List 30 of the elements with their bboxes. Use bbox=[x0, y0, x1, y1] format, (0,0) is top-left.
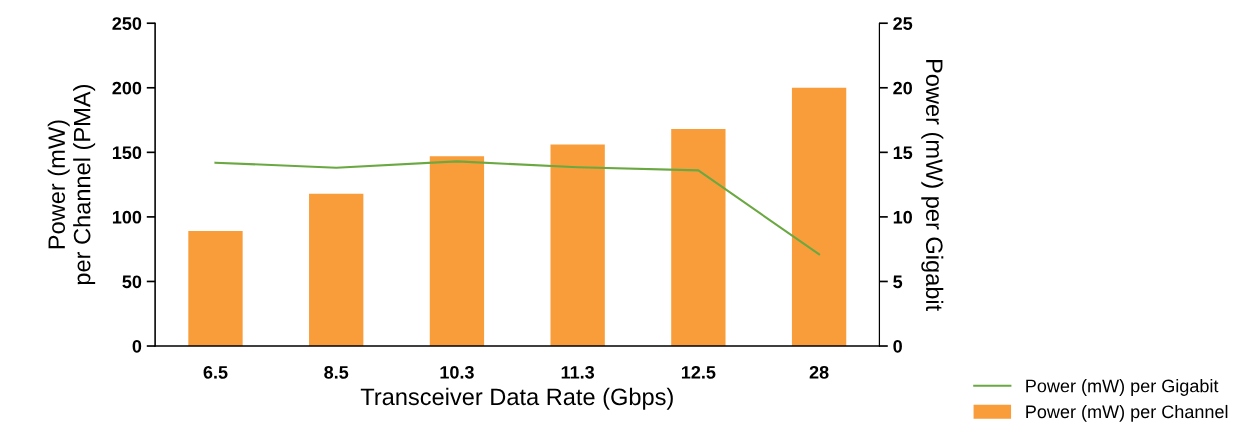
bar bbox=[309, 193, 364, 347]
bar bbox=[188, 231, 243, 347]
bar bbox=[550, 144, 605, 347]
x-tick-label: 28 bbox=[809, 365, 829, 379]
y2-tick-label: 20 bbox=[893, 81, 912, 95]
line-series bbox=[214, 160, 821, 256]
y2-tick-label: 25 bbox=[893, 17, 913, 30]
y-tick-label: 250 bbox=[112, 17, 142, 30]
y2-tick-label: 15 bbox=[893, 146, 913, 160]
x-axis-title: Transceiver Data Rate (Gbps) bbox=[360, 387, 673, 410]
y-tick-label: 0 bbox=[132, 339, 142, 353]
y-tick-label: 200 bbox=[112, 81, 142, 95]
y2-tick-label: 5 bbox=[893, 275, 903, 289]
bar bbox=[791, 87, 847, 347]
bar bbox=[429, 156, 485, 347]
legend-label: Power (mW) per Channel bbox=[1026, 404, 1228, 422]
legend-label: Power (mW) per Gigabit bbox=[1026, 379, 1219, 396]
bar bbox=[671, 129, 726, 347]
x-tick-label: 12.5 bbox=[681, 365, 716, 379]
x-tick-label: 11.3 bbox=[561, 365, 595, 379]
x-tick-label: 10.3 bbox=[440, 365, 474, 379]
y2-tick-label: 0 bbox=[893, 339, 902, 353]
y2-axis-title: Power (mW) per Gigabit bbox=[921, 59, 944, 312]
y-tick-label: 100 bbox=[112, 210, 142, 224]
y-tick-label: 150 bbox=[112, 146, 142, 160]
x-tick-label: 8.5 bbox=[324, 365, 349, 379]
y2-tick-label: 10 bbox=[893, 210, 912, 224]
y-axis-title: Power (mW) per Channel (PMA) bbox=[47, 85, 96, 285]
x-tick-label: 6.5 bbox=[203, 365, 228, 379]
y-tick-label: 50 bbox=[122, 275, 142, 289]
